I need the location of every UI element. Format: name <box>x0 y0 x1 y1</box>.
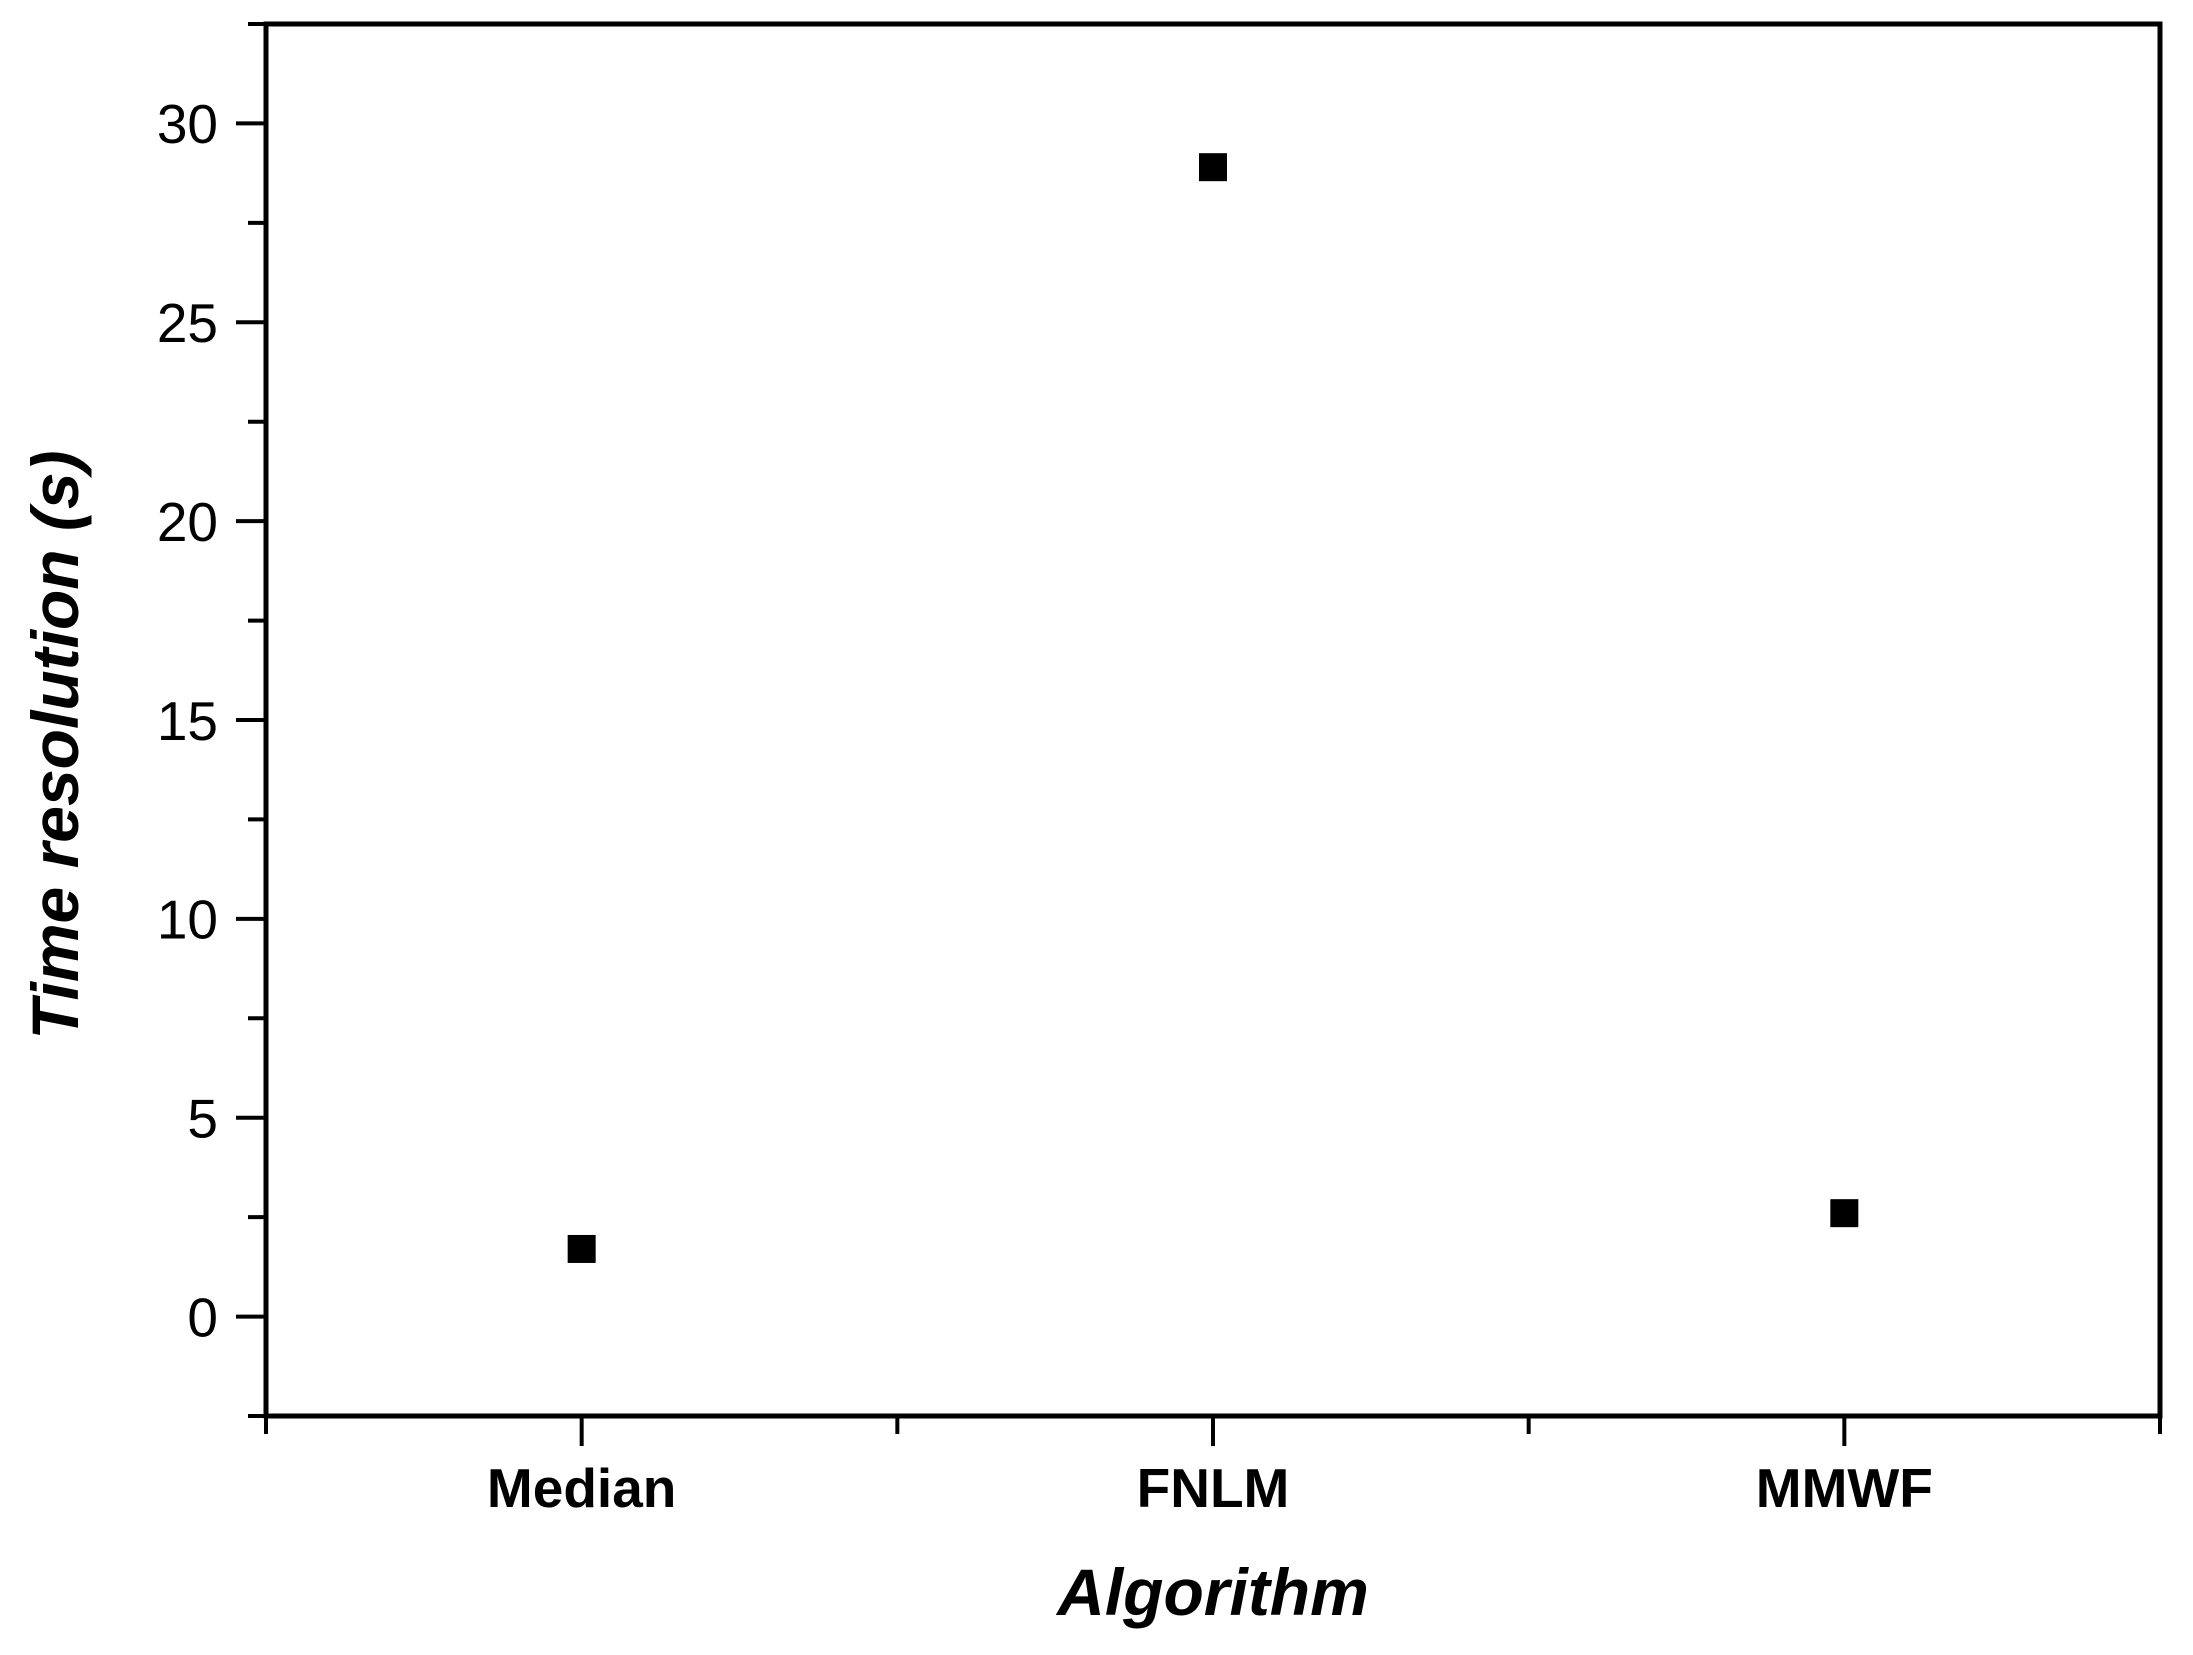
data-point-fnlm <box>1199 153 1227 182</box>
x-axis-title: Algorithm <box>1057 1555 1369 1629</box>
y-tick-label: 15 <box>157 690 218 752</box>
y-tick-label: 30 <box>157 93 218 155</box>
x-category-label-fnlm: FNLM <box>1137 1457 1290 1519</box>
data-point-mmwf <box>1830 1199 1859 1228</box>
data-point-median <box>567 1234 596 1263</box>
y-tick-label: 25 <box>157 292 218 354</box>
y-tick-label: 20 <box>157 491 218 553</box>
y-tick-label: 10 <box>157 889 218 951</box>
y-tick-label: 0 <box>187 1286 218 1348</box>
y-tick-label: 5 <box>187 1088 218 1150</box>
x-category-label-mmwf: MMWF <box>1756 1457 1933 1519</box>
plot-frame <box>263 21 2163 1419</box>
y-axis-title: Time resolution (s) <box>18 450 92 1040</box>
x-category-label-median: Median <box>487 1457 676 1519</box>
